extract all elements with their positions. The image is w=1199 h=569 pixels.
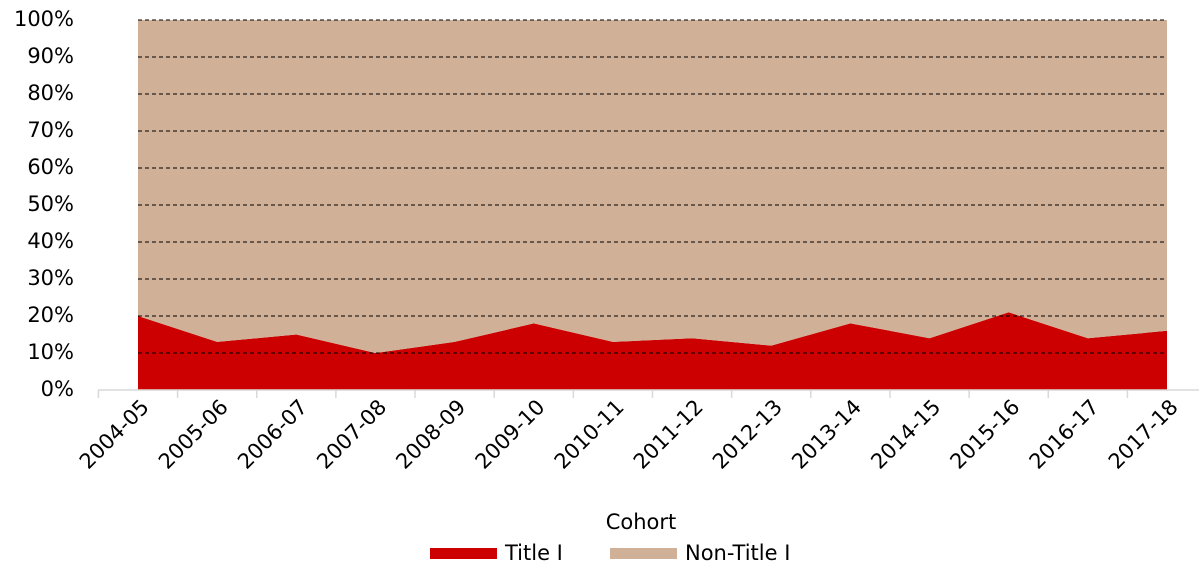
x-tick-label: 2012-13 <box>708 395 787 474</box>
y-tick-label: 50% <box>27 192 74 216</box>
y-tick-label: 90% <box>27 44 74 68</box>
x-tick-label: 2014-15 <box>866 395 945 474</box>
x-tick-label: 2009-10 <box>471 395 550 474</box>
legend-swatch <box>610 548 677 559</box>
legend-label: Title I <box>504 541 563 565</box>
y-tick-label: 30% <box>27 266 74 290</box>
x-axis-label: Cohort <box>606 510 677 534</box>
y-tick-label: 0% <box>41 377 74 401</box>
x-tick-label: 2013-14 <box>787 395 866 474</box>
x-tick-label: 2011-12 <box>629 395 708 474</box>
x-tick-label: 2005-06 <box>154 395 233 474</box>
legend-label: Non-Title I <box>685 541 790 565</box>
x-tick-label: 2017-18 <box>1104 395 1183 474</box>
x-tick-label: 2004-05 <box>75 395 154 474</box>
y-tick-label: 40% <box>27 229 74 253</box>
y-tick-label: 100% <box>14 7 74 31</box>
x-tick-label: 2007-08 <box>312 395 391 474</box>
area <box>138 312 1167 390</box>
x-tick-label: 2010-11 <box>550 395 629 474</box>
x-tick-label: 2008-09 <box>391 395 470 474</box>
y-tick-label: 20% <box>27 303 74 327</box>
x-tick-label: 2015-16 <box>945 395 1024 474</box>
y-tick-label: 60% <box>27 155 74 179</box>
legend-swatch <box>430 548 497 559</box>
x-tick-label: 2016-17 <box>1025 395 1104 474</box>
area <box>138 20 1167 353</box>
y-tick-label: 10% <box>27 340 74 364</box>
y-tick-label: 70% <box>27 118 74 142</box>
y-tick-label: 80% <box>27 81 74 105</box>
x-tick-label: 2006-07 <box>233 395 312 474</box>
